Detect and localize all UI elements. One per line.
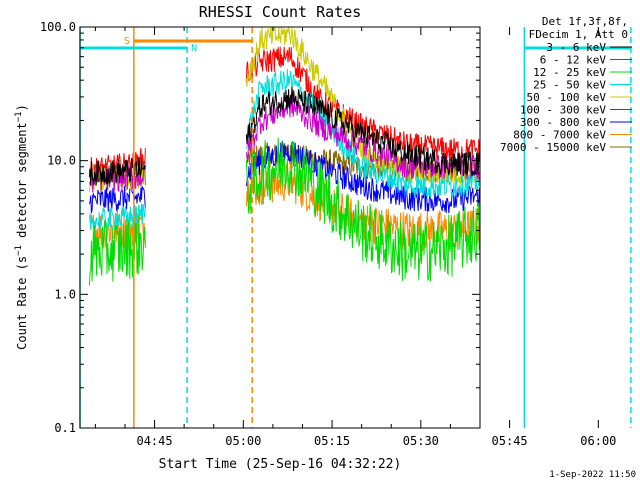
legend-entry: 12 - 25 keV bbox=[533, 66, 606, 79]
series-line bbox=[89, 86, 480, 186]
legend-entry: 100 - 300 keV bbox=[520, 104, 606, 117]
interval-label: S bbox=[124, 36, 130, 47]
plot-frame bbox=[79, 26, 481, 429]
x-tick-label: 05:15 bbox=[314, 434, 350, 448]
x-tick-label: 04:45 bbox=[136, 434, 172, 448]
annotation-layer: SN bbox=[79, 27, 632, 428]
series-layer bbox=[89, 27, 480, 286]
legend-entry: 6 - 12 keV bbox=[540, 54, 607, 67]
y-axis-label-part: ) bbox=[15, 104, 29, 111]
y-axis-label-part: Count Rate (s bbox=[15, 256, 29, 350]
x-tick-label: 05:00 bbox=[225, 434, 261, 448]
legend-entry: 300 - 800 keV bbox=[520, 116, 606, 129]
chart-title: RHESSI Count Rates bbox=[199, 3, 362, 21]
y-tick-label: 0.1 bbox=[54, 421, 76, 435]
interval-label: N bbox=[191, 43, 197, 54]
y-tick-label: 10.0 bbox=[47, 154, 76, 168]
legend-entry: 3 - 6 keV bbox=[546, 41, 606, 54]
series-line bbox=[89, 137, 480, 286]
y-axis-label: Count Rate (s−1 detector segment−1) bbox=[14, 104, 29, 350]
legend-entry: 50 - 100 keV bbox=[527, 91, 607, 104]
x-tick-label: 05:45 bbox=[492, 434, 528, 448]
legend-entry: 25 - 50 keV bbox=[533, 79, 606, 92]
legend-header: Det 1f,3f,8f, bbox=[542, 15, 628, 28]
x-axis-label: Start Time (25-Sep-16 04:32:22) bbox=[159, 457, 402, 472]
generation-timestamp: 1-Sep-2022 11:50 bbox=[549, 470, 636, 480]
axes-layer: 0.1 1.0 10.0 100.0 04:45 05:00 05:15 05:30 05:45… bbox=[40, 20, 617, 448]
legend-entry: 7000 - 15000 keV bbox=[500, 141, 606, 154]
x-tick-label: 06:00 bbox=[580, 434, 616, 448]
y-tick-label: 1.0 bbox=[54, 287, 76, 301]
x-tick-label: 05:30 bbox=[403, 434, 439, 448]
y-axis-label-part: detector segment bbox=[15, 122, 29, 245]
legend-header: FDecim 1, Att 0 bbox=[529, 28, 628, 41]
y-axis-label-sup: −1 bbox=[14, 245, 24, 256]
y-axis-label-sup: −1 bbox=[14, 111, 24, 122]
y-tick-label: 100.0 bbox=[40, 20, 76, 34]
legend-entry: 800 - 7000 keV bbox=[513, 129, 606, 142]
